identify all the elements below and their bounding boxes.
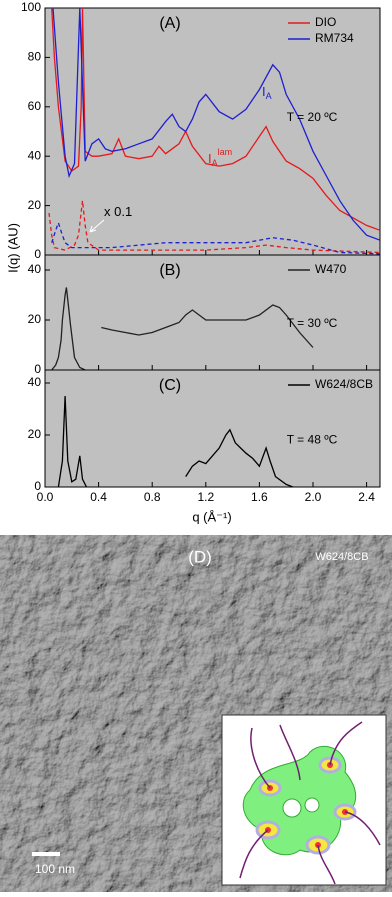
scale-label: 100 nm [35, 862, 75, 876]
series-line [52, 8, 380, 241]
series-line [51, 220, 380, 255]
annotation: IAlam [208, 147, 232, 168]
panel-label: (C) [159, 377, 181, 394]
legend-label: W470 [315, 262, 347, 276]
y-tick-label: 20 [28, 198, 42, 212]
annotation-sup: lam [218, 147, 233, 157]
y-tick-label: 40 [28, 148, 42, 162]
panel: 0 20 40 W470 (B) T = 30 ºC [28, 254, 381, 376]
sem-image-panel: (D) W624/8CB 100 nm [0, 535, 392, 892]
annotation: x 0.1 [104, 204, 132, 219]
panel-label: (A) [159, 15, 180, 32]
scale-bar [32, 852, 60, 856]
annotation-text: x 0.1 [104, 204, 132, 219]
temperature-label: T = 30 ºC [287, 316, 338, 330]
legend-label: W624/8CB [315, 377, 373, 391]
y-tick-label: 0 [34, 362, 41, 376]
y-tick-label: 100 [21, 0, 41, 14]
legend-label: RM734 [315, 31, 354, 45]
y-tick-label: 40 [28, 375, 42, 389]
series-line [57, 395, 294, 487]
plot-area [44, 254, 381, 371]
legend-label: DIO [315, 15, 336, 29]
plot-area [44, 369, 381, 488]
temperature-label: T = 48 ºC [287, 432, 338, 446]
x-tick-label: 0.8 [144, 490, 161, 504]
x-axis-label: q (Å⁻¹) [192, 509, 231, 524]
temperature-label: T = 20 ºC [287, 110, 338, 124]
annotation: IA [262, 84, 272, 101]
inset-chains [239, 721, 381, 885]
annotation-arrow [89, 219, 105, 233]
panel: 0 20 40 60 80 100 DIO RM734 (A) T = 20 ºC I(q) (AU… [5, 0, 381, 273]
x-tick-label: 0.4 [90, 490, 107, 504]
annotation-sub: A [212, 158, 218, 168]
series-line [51, 8, 380, 231]
panel: 0 20 40 0.0 0.4 0.8 1.2 1.6 2.0 2.4 W624/8CB (C) T =… [28, 369, 381, 524]
inset-hole [304, 797, 320, 813]
x-tick-label: 0.0 [37, 490, 54, 504]
x-tick-label: 1.6 [251, 490, 268, 504]
plot-area [44, 7, 381, 256]
y-tick-label: 0 [34, 247, 41, 261]
inset-hole [282, 798, 302, 818]
y-tick-label: 40 [28, 262, 42, 276]
x-tick-label: 2.4 [358, 490, 375, 504]
sample-label: W624/8CB [315, 551, 368, 563]
x-tick-label: 1.2 [197, 490, 214, 504]
annotation-text: I [208, 151, 212, 166]
y-tick-label: 60 [28, 99, 42, 113]
annotation-sub: A [266, 91, 272, 101]
inset-schematic [221, 714, 387, 886]
y-tick-label: 20 [28, 427, 42, 441]
panel-label: (B) [159, 262, 180, 279]
y-axis-label: I(q) (AU) [5, 223, 20, 273]
series-line [51, 287, 314, 370]
x-tick-label: 2.0 [305, 490, 322, 504]
annotation-text: I [262, 84, 266, 99]
y-tick-label: 80 [28, 50, 42, 64]
inset-nodes [255, 756, 357, 855]
series-line [48, 200, 380, 254]
panel-label: (D) [188, 547, 212, 566]
y-tick-label: 20 [28, 312, 42, 326]
y-tick-label: 0 [34, 479, 41, 493]
